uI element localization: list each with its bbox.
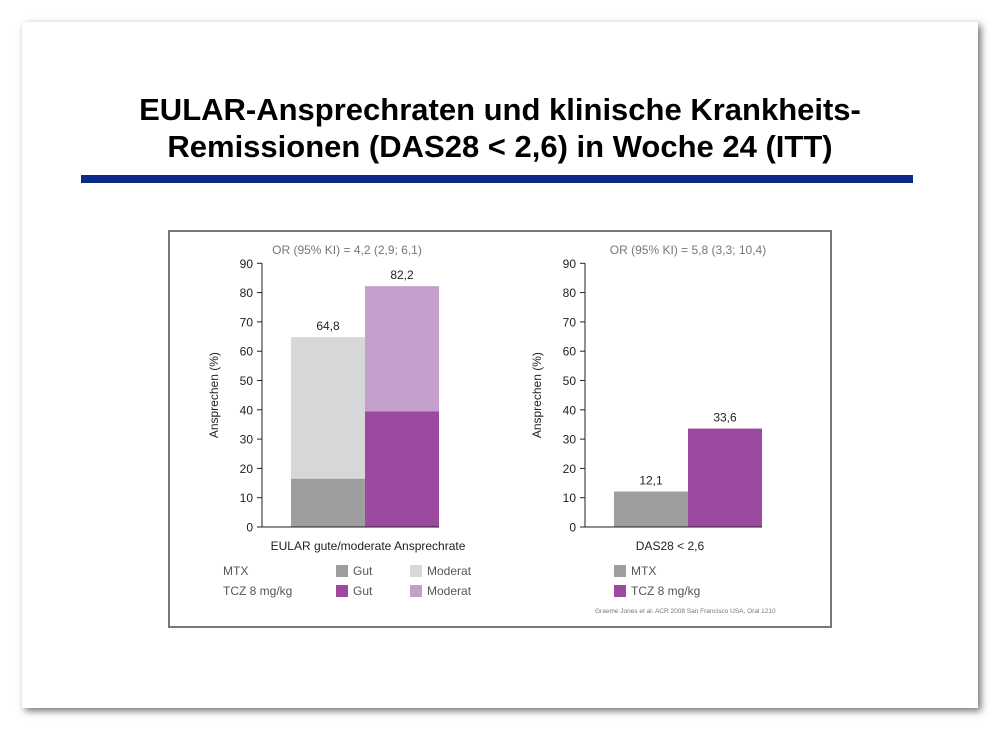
chart2-y-tick-label: 60 — [563, 345, 577, 359]
chart2-y-axis-label: Ansprechen (%) — [530, 352, 544, 438]
chart2-bar-1 — [614, 491, 688, 527]
chart2-bar-1-value-label: 12,1 — [639, 474, 663, 488]
chart1-y-tick-label: 40 — [240, 403, 254, 417]
charts-svg: OR (95% KI) = 4,2 (2,9; 6,1) Ansprechen (… — [207, 243, 776, 615]
chart1-bar-1-segment-moderat — [291, 337, 365, 479]
chart1-bar-1-value-label: 64,8 — [316, 319, 340, 333]
chart2-y-tick-label: 20 — [563, 462, 577, 476]
chart2-legend-label: MTX — [631, 564, 656, 578]
chart1-legend-swatch — [410, 585, 422, 597]
chart2-legend-swatch — [614, 565, 626, 577]
chart1-bar-2-segment-gut — [365, 411, 439, 527]
chart1-legend-swatch — [336, 565, 348, 577]
chart2-legend-label: TCZ 8 mg/kg — [631, 584, 700, 598]
chart1-y-tick-label: 10 — [240, 491, 254, 505]
chart-panel: OR (95% KI) = 4,2 (2,9; 6,1) Ansprechen (… — [168, 230, 832, 628]
chart1-legend-label: Moderat — [427, 584, 472, 598]
chart1-x-axis-label: EULAR gute/moderate Ansprechrate — [271, 539, 466, 553]
chart1-bar-2-segment-moderat — [365, 286, 439, 412]
chart2-y-tick-label: 30 — [563, 433, 577, 447]
chart1-legend-label: Gut — [353, 584, 373, 598]
chart1-legend-label: Moderat — [427, 564, 472, 578]
chart2-bar-2 — [688, 428, 762, 527]
title-rule — [81, 175, 913, 183]
chart1-y-axis-label: Ansprechen (%) — [207, 352, 221, 438]
chart1-y-tick-label: 50 — [240, 374, 254, 388]
chart1-legend-row-label: TCZ 8 mg/kg — [223, 584, 292, 598]
chart1-bar-2-value-label: 82,2 — [390, 268, 414, 282]
slide-title-line-1: EULAR-Ansprechraten und klinische Krankh… — [139, 92, 861, 127]
chart1-y-tick-label: 60 — [240, 345, 254, 359]
chart2-y-tick-label: 90 — [563, 257, 577, 271]
chart2-or-annotation: OR (95% KI) = 5,8 (3,3; 10,4) — [610, 243, 766, 257]
chart1-y-tick-label: 70 — [240, 315, 254, 329]
chart1-legend-swatch — [410, 565, 422, 577]
chart2-y-tick-label: 80 — [563, 286, 577, 300]
chart2-x-axis-label: DAS28 < 2,6 — [636, 539, 705, 553]
chart1-bar-1-segment-gut — [291, 478, 365, 527]
citation-footnote: Graeme Jones et al. ACR 2008 San Francis… — [595, 608, 776, 615]
chart1-y-tick-label: 90 — [240, 257, 254, 271]
chart2-y-tick-label: 0 — [569, 521, 576, 535]
chart1-y-tick-label: 80 — [240, 286, 254, 300]
chart2-y-tick-label: 50 — [563, 374, 577, 388]
chart1-legend-row-label: MTX — [223, 564, 248, 578]
chart1-y-tick-label: 0 — [246, 521, 253, 535]
chart2-legend-swatch — [614, 585, 626, 597]
chart1-y-tick-label: 20 — [240, 462, 254, 476]
chart2-y-tick-label: 10 — [563, 491, 577, 505]
chart1-or-annotation: OR (95% KI) = 4,2 (2,9; 6,1) — [272, 243, 422, 257]
chart2-y-tick-label: 70 — [563, 315, 577, 329]
chart1-y-tick-label: 30 — [240, 433, 254, 447]
chart1-legend-swatch — [336, 585, 348, 597]
slide-title-line-2: Remissionen (DAS28 < 2,6) in Woche 24 (I… — [167, 129, 833, 164]
chart2-y-tick-label: 40 — [563, 403, 577, 417]
chart2-bar-2-value-label: 33,6 — [713, 411, 737, 425]
chart1-legend-label: Gut — [353, 564, 373, 578]
